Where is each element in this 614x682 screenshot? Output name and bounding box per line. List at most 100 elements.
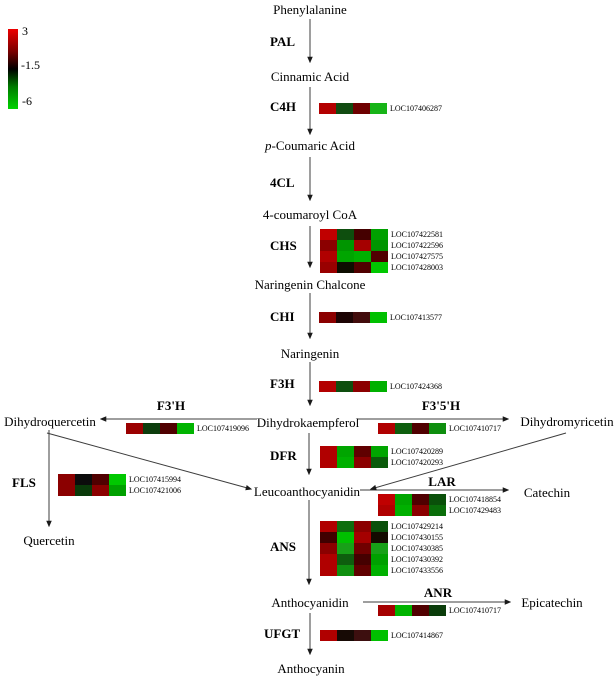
heatmap-row: LOC107418854 — [378, 494, 501, 505]
heatmap-f3ph: LOC107419096 — [126, 423, 249, 434]
enzyme-ans: ANS — [270, 539, 297, 554]
gene-label: LOC107422581 — [391, 230, 443, 239]
heatmap-row: LOC107419096 — [126, 423, 249, 434]
gene-label: LOC107433556 — [391, 566, 443, 575]
gene-label: LOC107419096 — [197, 424, 249, 433]
heatmap-row: LOC107427575 — [320, 251, 443, 262]
heatmap-cell — [58, 474, 75, 485]
heatmap-row: LOC107430385 — [320, 543, 443, 554]
heatmap-cell — [412, 505, 429, 516]
heatmap-cell — [354, 554, 371, 565]
heatmap-cell — [109, 485, 126, 496]
gene-label: LOC107427575 — [391, 252, 443, 261]
colorbar — [8, 29, 18, 109]
enzyme-lar: LAR — [428, 474, 456, 489]
heatmap-row: LOC107414867 — [320, 630, 443, 641]
heatmap-row: LOC107433556 — [320, 565, 443, 576]
gene-label: LOC107413577 — [390, 313, 442, 322]
heatmap-row: LOC107430392 — [320, 554, 443, 565]
heatmap-cell — [320, 457, 337, 468]
heatmap-cell — [337, 521, 354, 532]
heatmap-cell — [353, 381, 370, 392]
heatmap-cell — [429, 423, 446, 434]
heatmap-cell — [320, 251, 337, 262]
heatmap-cell — [371, 446, 388, 457]
heatmap-cell — [412, 494, 429, 505]
heatmap-cell — [337, 565, 354, 576]
gene-label: LOC107429214 — [391, 522, 443, 531]
heatmap-cell — [395, 505, 412, 516]
heatmap-row: LOC107422581 — [320, 229, 443, 240]
metabolite-naringenin: Naringenin — [280, 346, 340, 361]
heatmap-cell — [371, 630, 388, 641]
heatmap-chs: LOC107422581 LOC107422596 LOC107427575 LOC1… — [320, 229, 443, 273]
heatmap-cell — [337, 630, 354, 641]
heatmap-anr: LOC107410717 — [378, 605, 501, 616]
metabolite-anthocyanin: Anthocyanin — [277, 661, 345, 676]
gene-label: LOC107430155 — [391, 533, 443, 542]
heatmap-cell — [320, 630, 337, 641]
heatmap-cell — [353, 312, 370, 323]
heatmap-cell — [109, 474, 126, 485]
gene-label: LOC107430392 — [391, 555, 443, 564]
metabolite-quercetin: Quercetin — [23, 533, 75, 548]
metabolite-dihydroquercetin: Dihydroquercetin — [4, 414, 96, 429]
gene-label: LOC107420289 — [391, 447, 443, 456]
heatmap-cell — [92, 485, 109, 496]
heatmap-cell — [354, 229, 371, 240]
heatmap-cell — [378, 423, 395, 434]
gene-label: LOC107429483 — [449, 506, 501, 515]
heatmap-cell — [337, 554, 354, 565]
heatmap-cell — [354, 521, 371, 532]
heatmap-cell — [320, 565, 337, 576]
gene-label: LOC107410717 — [449, 606, 501, 615]
heatmap-cell — [320, 554, 337, 565]
heatmap-cell — [395, 423, 412, 434]
heatmap-cell — [371, 521, 388, 532]
heatmap-cell — [353, 103, 370, 114]
enzyme-f3ph: F3'H — [156, 398, 186, 413]
metabolite-anthocyanidin: Anthocyanidin — [271, 595, 349, 610]
heatmap-cell — [371, 532, 388, 543]
heatmap-row: LOC107422596 — [320, 240, 443, 251]
heatmap-cell — [336, 381, 353, 392]
metabolite-catechin: Catechin — [523, 485, 571, 500]
enzyme-chs: CHS — [270, 238, 297, 253]
heatmap-row: LOC107421006 — [58, 485, 181, 496]
heatmap-cell — [320, 229, 337, 240]
heatmap-cell — [58, 485, 75, 496]
heatmap-cell — [320, 262, 337, 273]
gene-label: LOC107421006 — [129, 486, 181, 495]
metabolite-4-coumaroyl-coa: 4-coumaroyl CoA — [262, 207, 358, 222]
gene-label: LOC107428003 — [391, 263, 443, 272]
heatmap-f3h: LOC107424368 — [319, 381, 442, 392]
heatmap-cell — [378, 494, 395, 505]
heatmap-cell — [371, 262, 388, 273]
heatmap-cell — [337, 446, 354, 457]
heatmap-row: LOC107410717 — [378, 423, 501, 434]
heatmap-row: LOC107429214 — [320, 521, 443, 532]
heatmap-cell — [354, 543, 371, 554]
heatmap-cell — [395, 494, 412, 505]
heatmap-cell — [371, 251, 388, 262]
heatmap-cell — [412, 605, 429, 616]
heatmap-cell — [370, 381, 387, 392]
heatmap-cell — [370, 312, 387, 323]
heatmap-cell — [354, 565, 371, 576]
heatmap-cell — [337, 262, 354, 273]
gene-label: LOC107422596 — [391, 241, 443, 250]
enzyme-pal: PAL — [270, 34, 296, 49]
heatmap-cell — [319, 312, 336, 323]
heatmap-cell — [354, 262, 371, 273]
heatmap-cell — [371, 457, 388, 468]
metabolite-leucoanthocyanidin: Leucoanthocyanidin — [253, 484, 361, 499]
heatmap-row: LOC107410717 — [378, 605, 501, 616]
heatmap-row: LOC107424368 — [319, 381, 442, 392]
heatmap-cell — [337, 543, 354, 554]
heatmap-row: LOC107420293 — [320, 457, 443, 468]
enzyme-fls: FLS — [12, 475, 36, 490]
enzyme-dfr: DFR — [270, 448, 297, 463]
gene-label: LOC107414867 — [391, 631, 443, 640]
gene-label: LOC107410717 — [449, 424, 501, 433]
